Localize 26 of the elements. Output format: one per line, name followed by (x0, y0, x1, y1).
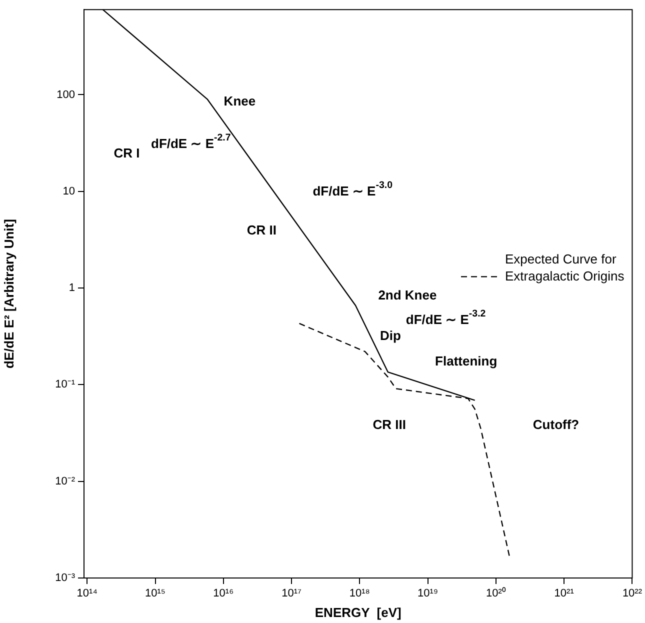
y-tick-label: 10 (62, 185, 75, 198)
x-tick-label: 10¹⁴ (76, 588, 98, 600)
annotation: CR III (372, 417, 406, 432)
x-tick-label: 10²⁰ (486, 586, 506, 600)
x-tick-label: 10¹⁹ (418, 588, 438, 600)
y-axis-title: dE/dE E² [Arbitrary Unit] (1, 219, 16, 369)
x-tick-label: 10²¹ (554, 588, 574, 600)
annotation: CR I (114, 146, 140, 161)
y-tick-label: 1 (68, 282, 75, 294)
x-tick-label: 10¹⁵ (145, 588, 166, 600)
annotation: Cutoff? (532, 417, 580, 432)
y-tick-label: 100 (56, 88, 75, 101)
annotation: Knee (224, 93, 256, 108)
text: Expected Curve for Extragalactic Origins (505, 251, 625, 284)
x-tick-label: 10²² (622, 588, 642, 600)
x-tick-label: 10¹⁷ (282, 588, 302, 600)
x-tick-label: 10¹⁸ (349, 588, 370, 600)
x-axis-title: ENERGY [eV] (314, 604, 402, 620)
annotation: Dip (380, 328, 401, 344)
y-tick-label: 10⁻¹ (55, 378, 76, 391)
annotation: 2nd Knee (378, 288, 437, 303)
annotation: Flattening (435, 354, 498, 369)
y-tick-label: 10⁻² (55, 475, 76, 488)
annotation: CR II (246, 222, 276, 238)
y-tick-label: 10⁻³ (55, 572, 76, 584)
x-tick-label: 10¹⁶ (213, 588, 234, 600)
